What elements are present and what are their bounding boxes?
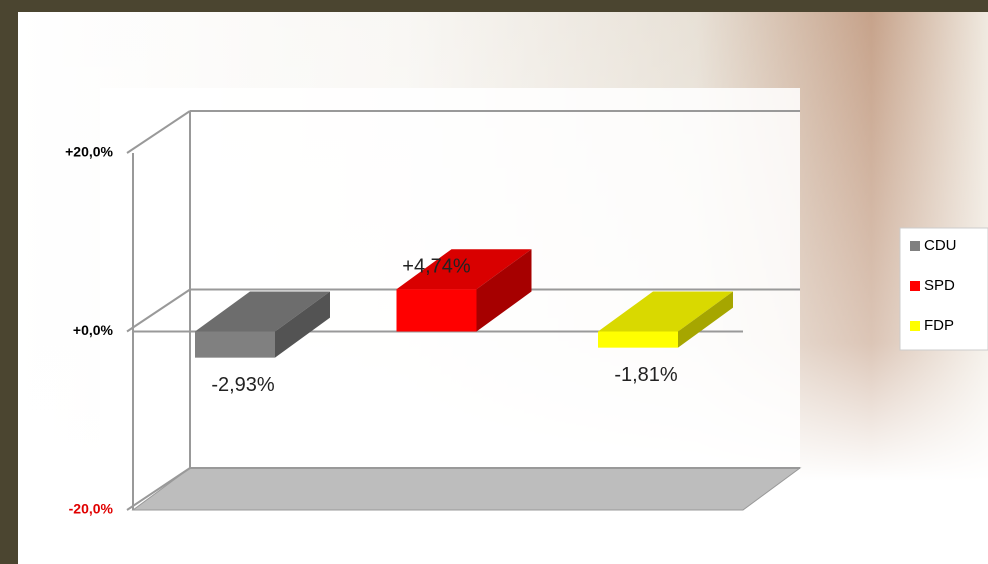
bar: [397, 289, 477, 331]
y-tick-label: -20,0%: [69, 501, 114, 517]
legend-swatch: [910, 321, 920, 331]
chart: +20,0% +0,0% -20,0% -2,93% +4,74% -1,81% CDU…: [0, 0, 988, 564]
bar: [195, 332, 275, 358]
frame: +20,0% +0,0% -20,0% -2,93% +4,74% -1,81% CDU…: [0, 0, 988, 564]
value-label: -2,93%: [211, 374, 275, 396]
y-tick-label: +20,0%: [65, 144, 113, 160]
legend-label: CDU: [924, 237, 957, 254]
floor: [133, 468, 800, 510]
legend-label: FDP: [924, 317, 954, 334]
value-label: +4,74%: [402, 255, 471, 277]
legend-swatch: [910, 281, 920, 291]
legend-label: SPD: [924, 277, 955, 294]
legend-swatch: [910, 241, 920, 251]
value-label: -1,81%: [614, 364, 678, 386]
bar: [598, 332, 678, 348]
y-tick-label: +0,0%: [73, 322, 114, 338]
